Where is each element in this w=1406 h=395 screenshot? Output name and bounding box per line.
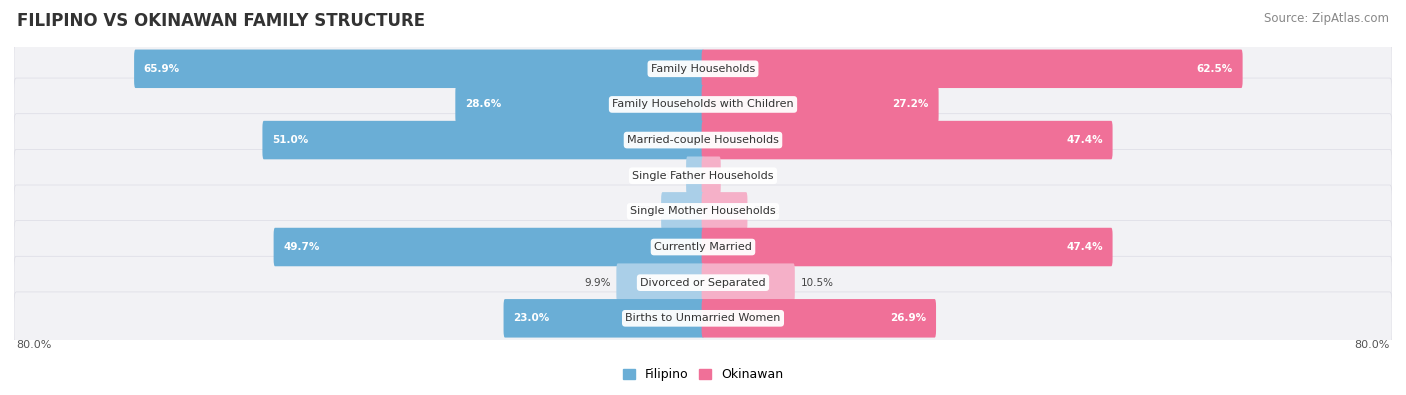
FancyBboxPatch shape <box>702 85 939 124</box>
Text: 51.0%: 51.0% <box>273 135 308 145</box>
Text: 28.6%: 28.6% <box>465 100 501 109</box>
FancyBboxPatch shape <box>14 78 1392 131</box>
Text: FILIPINO VS OKINAWAN FAMILY STRUCTURE: FILIPINO VS OKINAWAN FAMILY STRUCTURE <box>17 12 425 30</box>
FancyBboxPatch shape <box>616 263 704 302</box>
FancyBboxPatch shape <box>686 156 704 195</box>
Text: 1.8%: 1.8% <box>654 171 681 181</box>
FancyBboxPatch shape <box>14 221 1392 273</box>
FancyBboxPatch shape <box>456 85 704 124</box>
Text: 47.4%: 47.4% <box>1066 242 1102 252</box>
Text: 65.9%: 65.9% <box>143 64 180 74</box>
Text: 10.5%: 10.5% <box>800 278 834 288</box>
Text: Births to Unmarried Women: Births to Unmarried Women <box>626 313 780 324</box>
FancyBboxPatch shape <box>14 149 1392 202</box>
FancyBboxPatch shape <box>503 299 704 338</box>
Text: Single Mother Households: Single Mother Households <box>630 206 776 216</box>
Text: 80.0%: 80.0% <box>15 340 52 350</box>
Text: 5.0%: 5.0% <box>754 206 779 216</box>
FancyBboxPatch shape <box>702 228 1112 266</box>
Text: Divorced or Separated: Divorced or Separated <box>640 278 766 288</box>
Text: 9.9%: 9.9% <box>585 278 610 288</box>
FancyBboxPatch shape <box>702 121 1112 159</box>
FancyBboxPatch shape <box>14 185 1392 238</box>
FancyBboxPatch shape <box>134 49 704 88</box>
Legend: Filipino, Okinawan: Filipino, Okinawan <box>617 363 789 386</box>
FancyBboxPatch shape <box>263 121 704 159</box>
FancyBboxPatch shape <box>14 42 1392 95</box>
Text: 1.9%: 1.9% <box>727 171 752 181</box>
FancyBboxPatch shape <box>702 192 748 231</box>
FancyBboxPatch shape <box>14 256 1392 309</box>
FancyBboxPatch shape <box>274 228 704 266</box>
Text: 23.0%: 23.0% <box>513 313 550 324</box>
Text: 80.0%: 80.0% <box>1354 340 1391 350</box>
Text: Currently Married: Currently Married <box>654 242 752 252</box>
FancyBboxPatch shape <box>702 156 721 195</box>
Text: Family Households with Children: Family Households with Children <box>612 100 794 109</box>
FancyBboxPatch shape <box>14 114 1392 166</box>
Text: 4.7%: 4.7% <box>628 206 655 216</box>
Text: 26.9%: 26.9% <box>890 313 927 324</box>
FancyBboxPatch shape <box>702 49 1243 88</box>
Text: 49.7%: 49.7% <box>283 242 319 252</box>
Text: Family Households: Family Households <box>651 64 755 74</box>
FancyBboxPatch shape <box>14 292 1392 345</box>
Text: 47.4%: 47.4% <box>1066 135 1102 145</box>
Text: 62.5%: 62.5% <box>1197 64 1233 74</box>
Text: 27.2%: 27.2% <box>893 100 929 109</box>
FancyBboxPatch shape <box>702 299 936 338</box>
FancyBboxPatch shape <box>661 192 704 231</box>
Text: Married-couple Households: Married-couple Households <box>627 135 779 145</box>
FancyBboxPatch shape <box>702 263 794 302</box>
Text: Single Father Households: Single Father Households <box>633 171 773 181</box>
Text: Source: ZipAtlas.com: Source: ZipAtlas.com <box>1264 12 1389 25</box>
